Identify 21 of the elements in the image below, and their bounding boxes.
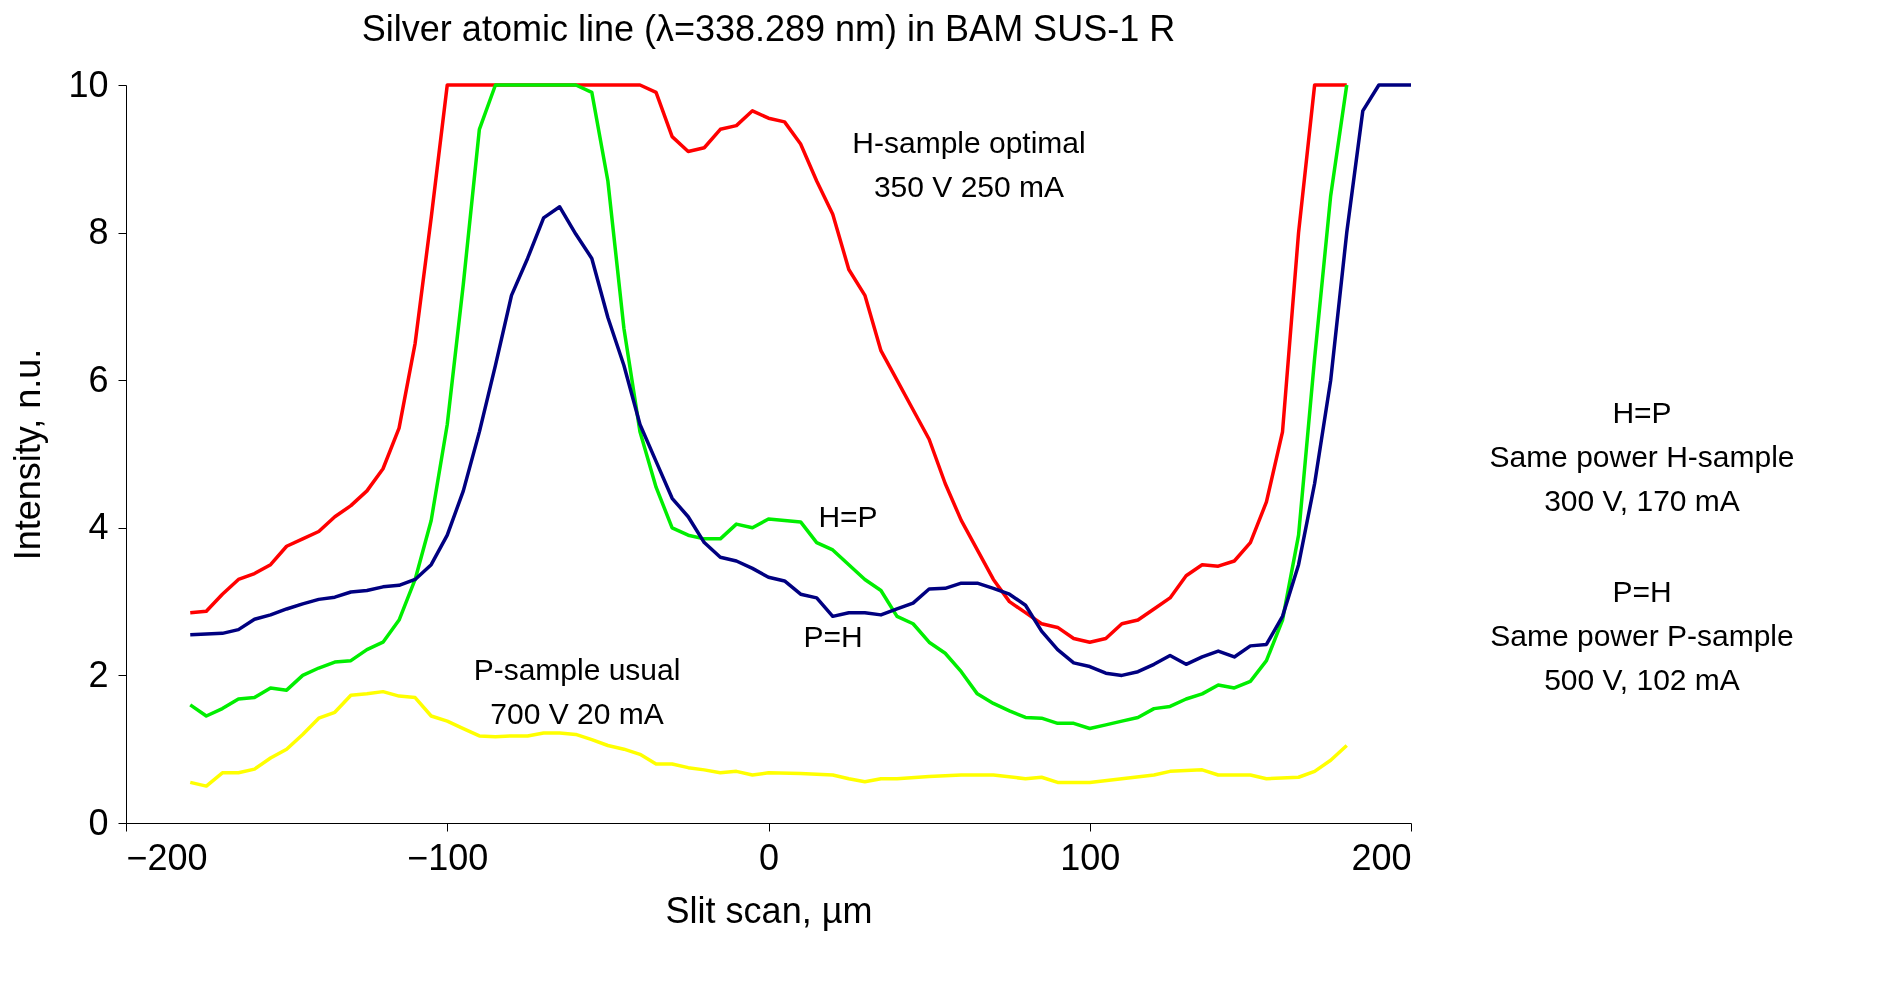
x-axis-title: Slit scan, µm	[665, 889, 873, 931]
annotation: P=H	[803, 620, 863, 653]
x-tick-label: −200	[126, 836, 208, 878]
y-tick-label: 8	[88, 211, 109, 253]
x-tick-label: 100	[1060, 836, 1121, 878]
chart-title: Silver atomic line (λ=338.289 nm) in BAM SUS-1 R	[361, 8, 1176, 49]
y-tick-label: 2	[88, 653, 109, 695]
annotation: P-sample usual 700 V 20 mA	[473, 653, 681, 730]
line-series	[188, 689, 1349, 788]
y-tick-label: 10	[68, 63, 109, 105]
x-tick-label: 0	[758, 836, 780, 878]
text: P=H Same power P-sample 500 V, 102 mA	[1490, 575, 1794, 696]
y-tick-label: 0	[88, 801, 109, 843]
x-tick-label: −100	[407, 836, 489, 878]
y-axis-title: Intensity, n.u.	[7, 348, 49, 561]
annotation: H=P	[818, 500, 878, 533]
y-tick-label: 6	[88, 358, 109, 400]
y-tick-label: 4	[88, 506, 109, 548]
x-tick-label: 200	[1351, 836, 1412, 878]
text: H=P Same power H-sample 300 V, 170 mA	[1489, 396, 1795, 517]
annotation: H-sample optimal 350 V 250 mA	[852, 126, 1086, 203]
